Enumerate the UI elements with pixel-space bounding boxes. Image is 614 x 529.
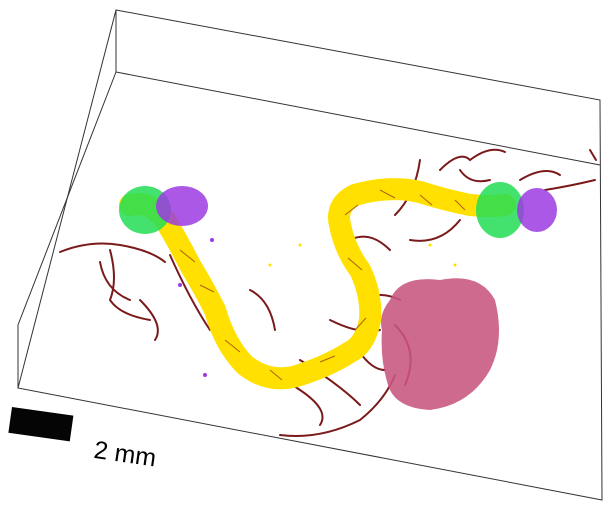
- ovary: [381, 278, 499, 410]
- scatter-particles: [178, 238, 457, 377]
- left-region: [119, 186, 208, 234]
- right-region: [476, 182, 557, 238]
- bounding-box-frame: [17, 9, 603, 501]
- tubule-texture: [179, 189, 466, 381]
- oviduct-tubule: [119, 178, 516, 390]
